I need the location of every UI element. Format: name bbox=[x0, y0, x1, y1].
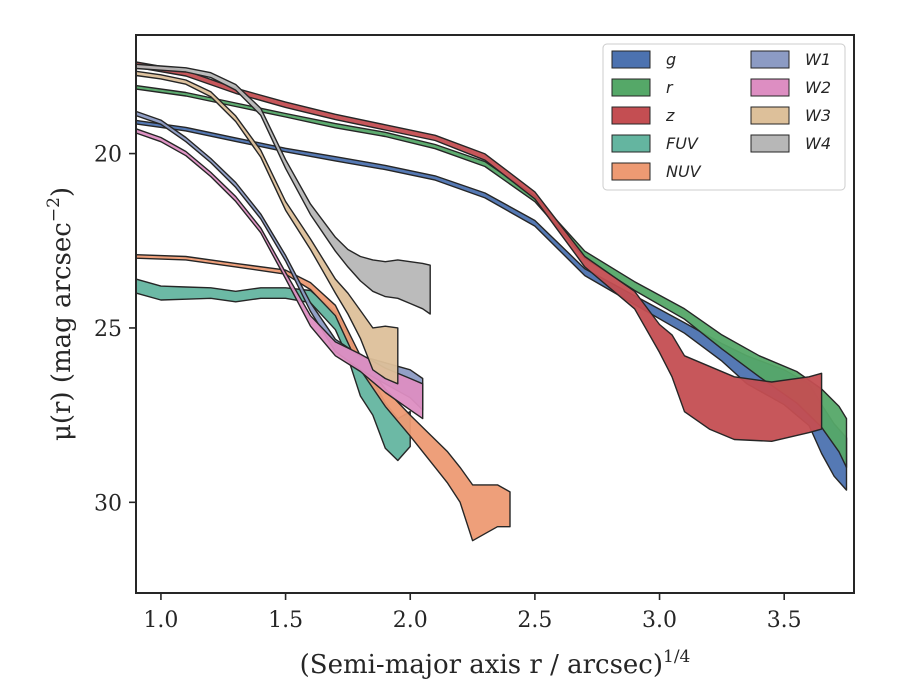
legend-label: W2 bbox=[805, 78, 831, 97]
x-tick-label: 3.0 bbox=[642, 608, 677, 633]
series-band-w4 bbox=[135, 63, 431, 315]
legend-label: r bbox=[666, 78, 674, 97]
legend: grz FUV NUV W1 W2 W3 W4 bbox=[602, 43, 846, 191]
x-tick-label: 2.5 bbox=[517, 608, 552, 633]
legend-label: W3 bbox=[805, 106, 831, 125]
legend-label: g bbox=[666, 50, 676, 69]
legend-item-nuv: NUV bbox=[611, 162, 702, 181]
plot-series bbox=[135, 61, 848, 542]
y-axis-label: μ(r) (mag arcsec−2) bbox=[44, 187, 77, 441]
legend-swatch bbox=[750, 50, 790, 69]
legend-swatch bbox=[611, 78, 651, 97]
legend-label: W4 bbox=[805, 134, 831, 153]
y-tick-label: 20 bbox=[94, 143, 122, 168]
x-axis-ticks: 1.0 1.5 2.0 2.5 3.0 3.5 bbox=[143, 593, 802, 633]
legend-label: W1 bbox=[805, 50, 831, 69]
legend-swatch bbox=[750, 106, 790, 125]
plot-frame bbox=[135, 34, 855, 594]
legend-item-fuv: FUV bbox=[611, 134, 699, 153]
legend-swatch bbox=[611, 134, 651, 153]
legend-swatch bbox=[611, 106, 651, 125]
x-tick-label: 1.0 bbox=[143, 608, 178, 633]
x-tick-label: 3.5 bbox=[767, 608, 802, 633]
legend-label: FUV bbox=[666, 134, 699, 153]
x-tick-label: 1.5 bbox=[268, 608, 303, 633]
y-axis-ticks: 20 25 30 bbox=[94, 143, 136, 516]
legend-label: z bbox=[665, 106, 675, 125]
series-band-w2 bbox=[135, 128, 424, 420]
legend-item-g: g bbox=[611, 50, 676, 69]
series-band-nuv bbox=[135, 254, 511, 542]
legend-item-z: z bbox=[611, 106, 675, 125]
series-band-r bbox=[135, 84, 848, 469]
y-tick-label: 25 bbox=[94, 317, 122, 342]
x-tick-label: 2.0 bbox=[393, 608, 428, 633]
legend-label: NUV bbox=[666, 162, 702, 181]
legend-swatch bbox=[611, 162, 651, 181]
legend-item-r: r bbox=[611, 78, 674, 97]
legend-swatch bbox=[750, 78, 790, 97]
legend-item-w4: W4 bbox=[750, 134, 831, 153]
x-axis-label: (Semi-major axis r / arcsec)1/4 bbox=[300, 647, 691, 680]
legend-item-w1: W1 bbox=[750, 50, 831, 69]
legend-swatch bbox=[750, 134, 790, 153]
legend-item-w2: W2 bbox=[750, 78, 831, 97]
y-tick-label: 30 bbox=[94, 491, 122, 516]
series-band-z bbox=[135, 61, 823, 442]
legend-swatch bbox=[611, 50, 651, 69]
legend-item-w3: W3 bbox=[750, 106, 831, 125]
series-band-w3 bbox=[135, 70, 399, 385]
series-band-g bbox=[135, 119, 848, 491]
